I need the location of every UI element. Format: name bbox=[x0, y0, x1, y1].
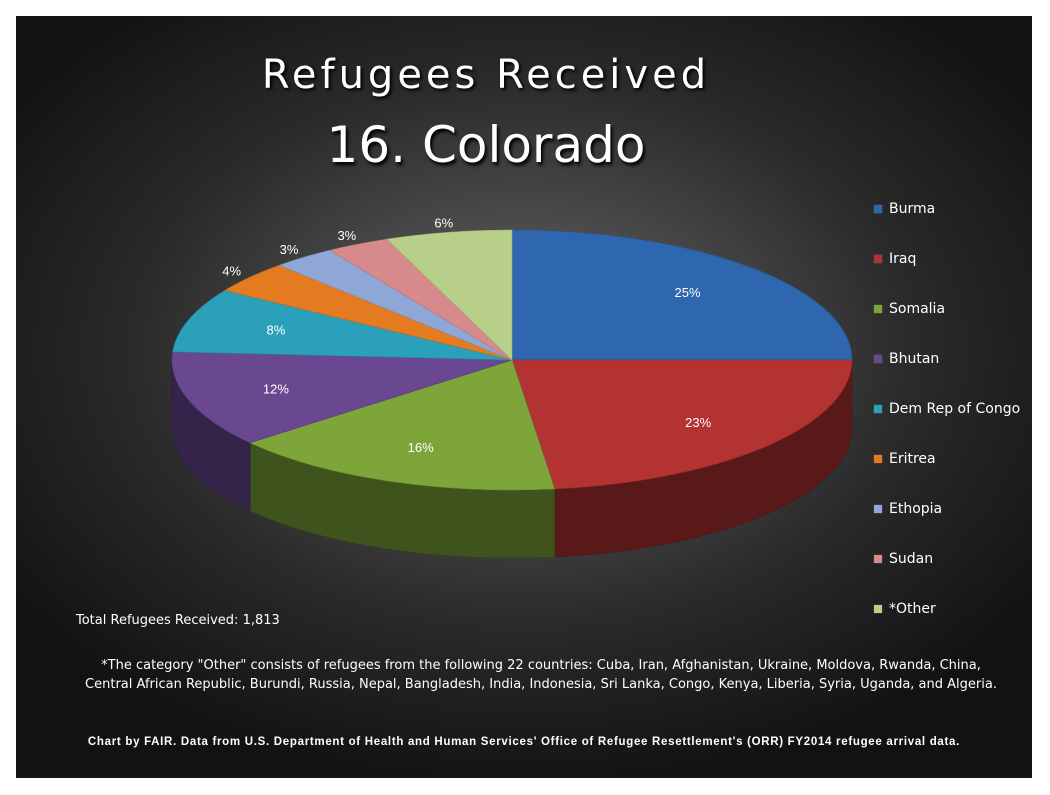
pie-slice-3 bbox=[171, 351, 513, 444]
legend-label: Dem Rep of Congo bbox=[889, 401, 1021, 417]
pie-chart: 25% 23% 16% 12% 8% 4% 3% 3% 6% bbox=[171, 215, 853, 559]
legend: Burma Iraq Somalia Bhutan Dem Rep of Congo Er… bbox=[874, 200, 1032, 650]
legend-label: Eritrea bbox=[889, 451, 936, 467]
pie-sides bbox=[171, 359, 853, 559]
legend-swatch bbox=[874, 505, 882, 513]
legend-item-1: Iraq bbox=[874, 250, 1032, 300]
legend-label: Somalia bbox=[889, 301, 946, 317]
pie-label-7: 3% bbox=[337, 228, 356, 243]
legend-item-8: *Other bbox=[874, 600, 1032, 650]
legend-label: Burma bbox=[889, 201, 936, 217]
chart-subtitle: 16. Colorado bbox=[326, 116, 646, 174]
pie-slices bbox=[171, 229, 853, 491]
pie-label-5: 4% bbox=[222, 263, 241, 278]
chart-title: Refugees Received bbox=[261, 52, 711, 98]
pie-label-0: 25% bbox=[674, 285, 700, 300]
pie-slice-1 bbox=[511, 359, 853, 490]
legend-item-5: Eritrea bbox=[874, 450, 1032, 500]
source-credit: Chart by FAIR. Data from U.S. Department… bbox=[87, 736, 961, 748]
legend-swatch bbox=[874, 605, 882, 613]
pie-slice-4 bbox=[172, 290, 513, 361]
pie-label-3: 12% bbox=[263, 381, 289, 396]
legend-label: *Other bbox=[889, 601, 936, 617]
pie-label-4: 8% bbox=[267, 323, 286, 338]
legend-item-0: Burma bbox=[874, 200, 1032, 250]
pie-slice-2 bbox=[249, 359, 556, 491]
legend-swatch bbox=[874, 355, 882, 363]
pie-slice-0 bbox=[511, 229, 853, 361]
legend-swatch bbox=[874, 555, 882, 563]
legend-swatch bbox=[874, 255, 882, 263]
legend-item-6: Ethopia bbox=[874, 500, 1032, 550]
legend-label: Iraq bbox=[889, 251, 917, 267]
pie-slice-8 bbox=[386, 229, 513, 361]
legend-swatch bbox=[874, 305, 882, 313]
legend-swatch bbox=[874, 455, 882, 463]
legend-swatch bbox=[874, 405, 882, 413]
legend-item-2: Somalia bbox=[874, 300, 1032, 350]
legend-label: Sudan bbox=[889, 551, 934, 567]
chart-frame: Refugees Received 16. Colorado 25% 23% 16%… bbox=[16, 16, 1032, 778]
footnote: *The category "Other" consists of refuge… bbox=[85, 658, 997, 692]
pie-label-6: 3% bbox=[280, 242, 299, 257]
legend-label: Bhutan bbox=[889, 351, 940, 367]
legend-item-4: Dem Rep of Congo bbox=[874, 400, 1032, 450]
total-refugees-text: Total Refugees Received: 1,813 bbox=[76, 613, 280, 628]
pie-label-8: 6% bbox=[434, 215, 453, 230]
legend-item-7: Sudan bbox=[874, 550, 1032, 600]
legend-label: Ethopia bbox=[889, 501, 943, 517]
pie-label-2: 16% bbox=[408, 440, 434, 455]
legend-swatch bbox=[874, 205, 882, 213]
pie-labels: 25% 23% 16% 12% 8% 4% 3% 3% 6% bbox=[222, 215, 711, 455]
legend-item-3: Bhutan bbox=[874, 350, 1032, 400]
pie-label-1: 23% bbox=[685, 415, 711, 430]
